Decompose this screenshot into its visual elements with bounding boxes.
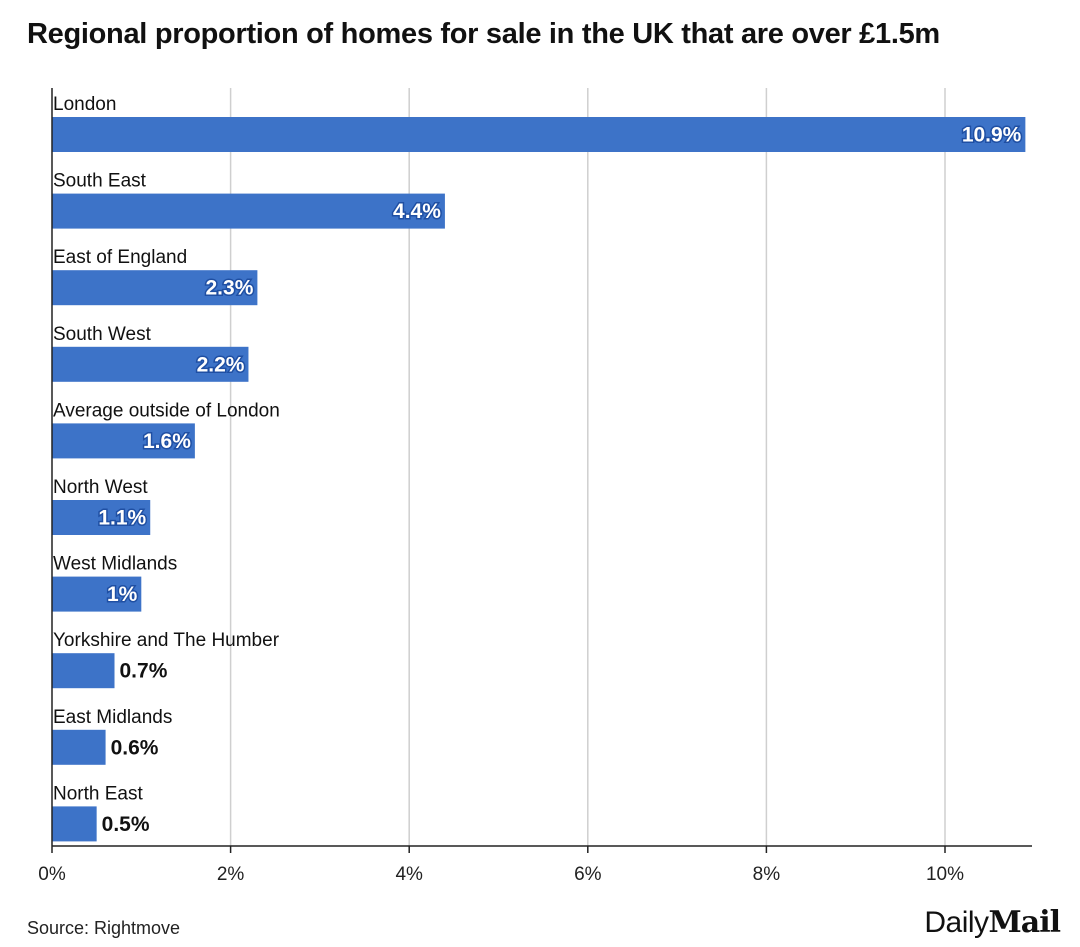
category-label: West Midlands: [53, 554, 177, 575]
category-label: Average outside of London: [53, 400, 280, 421]
bar: [52, 729, 106, 765]
x-tick-label: 10%: [926, 864, 964, 885]
category-label: South East: [53, 171, 147, 192]
category-label: North East: [53, 783, 143, 804]
data-label: 0.5%: [102, 813, 150, 836]
bar: [52, 193, 445, 229]
x-tick-label: 8%: [753, 864, 781, 885]
category-label: Yorkshire and The Humber: [53, 630, 280, 651]
bar: [52, 346, 249, 382]
data-label: 1%: [107, 583, 138, 606]
bar: [52, 653, 115, 689]
source-note: Source: Rightmove: [27, 918, 181, 938]
logo-mail-text: Mail: [988, 905, 1061, 940]
bar: [52, 423, 195, 459]
data-label: 10.9%: [962, 124, 1022, 147]
category-label: East Midlands: [53, 707, 172, 728]
chart-title: Regional proportion of homes for sale in…: [27, 18, 940, 50]
data-label: 0.7%: [120, 660, 168, 683]
category-label: London: [53, 94, 116, 115]
bar: [52, 270, 258, 306]
x-tick-label: 6%: [574, 864, 602, 885]
bar: [52, 576, 142, 612]
data-label: 4.4%: [393, 200, 441, 223]
x-tick-label: 0%: [38, 864, 66, 885]
category-label: South West: [53, 324, 152, 345]
logo-daily-text: Daily: [924, 906, 989, 939]
daily-mail-logo: DailyMail: [924, 905, 1061, 940]
bar: [52, 500, 151, 535]
x-tick-label: 2%: [217, 864, 245, 885]
data-label: 0.6%: [111, 736, 159, 759]
bar: [52, 117, 1026, 152]
data-label: 1.6%: [143, 430, 191, 453]
x-tick-label: 4%: [395, 864, 423, 885]
data-label: 2.3%: [206, 277, 254, 300]
bar: [52, 806, 97, 842]
data-label: 2.2%: [197, 353, 245, 376]
category-label: North West: [53, 477, 148, 498]
data-label: 1.1%: [98, 507, 146, 530]
category-label: East of England: [53, 247, 187, 268]
